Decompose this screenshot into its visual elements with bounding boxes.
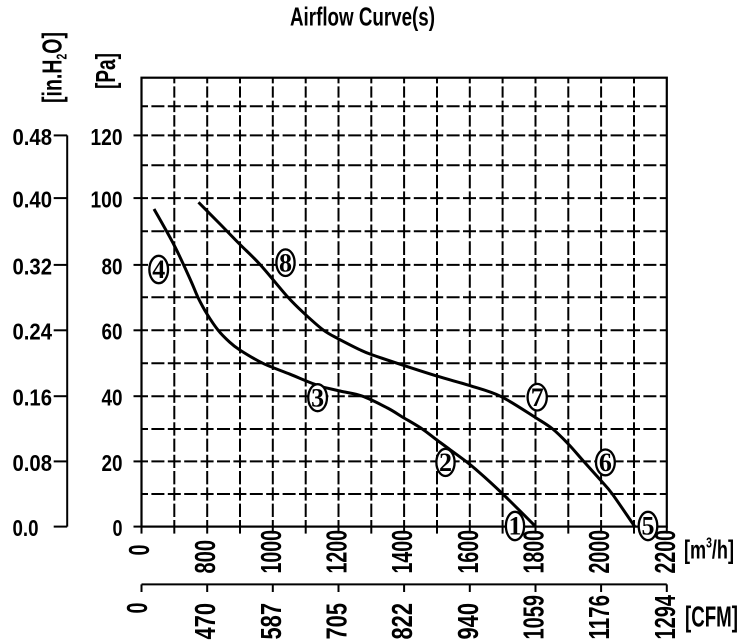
svg-text:8: 8 [279, 248, 292, 277]
svg-text:[in.H2O]: [in.H2O] [37, 32, 71, 103]
svg-text:6: 6 [599, 448, 612, 477]
svg-text:0.24: 0.24 [13, 319, 53, 345]
svg-text:1: 1 [509, 512, 522, 541]
svg-text:80: 80 [102, 253, 123, 279]
svg-text:3: 3 [311, 383, 324, 412]
svg-text:800: 800 [190, 540, 222, 574]
svg-text:[CFM]: [CFM] [685, 602, 738, 634]
svg-text:940: 940 [453, 603, 485, 640]
svg-text:1200: 1200 [322, 530, 354, 574]
svg-text:120: 120 [91, 124, 123, 150]
svg-text:4: 4 [152, 255, 165, 284]
svg-text:0.32: 0.32 [13, 253, 53, 279]
svg-text:1059: 1059 [519, 595, 551, 640]
svg-text:0: 0 [124, 545, 156, 556]
svg-text:0.0: 0.0 [13, 515, 39, 541]
svg-text:1176: 1176 [584, 595, 616, 640]
svg-text:0.16: 0.16 [13, 385, 53, 411]
svg-text:1400: 1400 [387, 530, 419, 574]
svg-text:7: 7 [531, 383, 544, 412]
svg-text:0: 0 [122, 603, 154, 614]
svg-text:470: 470 [190, 603, 222, 640]
svg-text:Airflow Curve(s): Airflow Curve(s) [290, 2, 435, 32]
svg-text:5: 5 [642, 512, 655, 541]
svg-text:[Pa]: [Pa] [90, 53, 121, 89]
svg-text:60: 60 [102, 319, 123, 345]
svg-text:2000: 2000 [584, 530, 616, 574]
svg-text:100: 100 [91, 187, 123, 213]
svg-text:2: 2 [439, 448, 452, 477]
svg-text:1800: 1800 [519, 530, 551, 574]
svg-text:0.48: 0.48 [13, 124, 53, 150]
svg-text:40: 40 [102, 385, 123, 411]
svg-text:0.40: 0.40 [13, 187, 53, 213]
svg-text:1294: 1294 [650, 595, 682, 640]
svg-text:1600: 1600 [453, 530, 485, 574]
svg-text:0.08: 0.08 [13, 450, 53, 476]
svg-text:1000: 1000 [256, 530, 288, 574]
svg-text:822: 822 [387, 603, 419, 640]
svg-text:20: 20 [102, 450, 123, 476]
svg-text:587: 587 [256, 603, 288, 640]
svg-text:2200: 2200 [650, 530, 682, 574]
svg-text:0: 0 [113, 515, 123, 541]
svg-text:705: 705 [322, 603, 354, 640]
